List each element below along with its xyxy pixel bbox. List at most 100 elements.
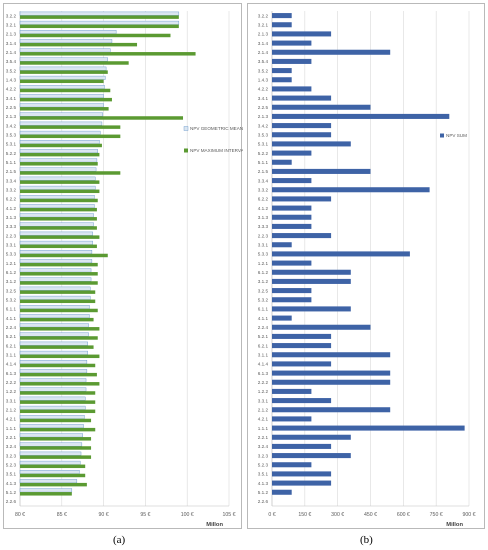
y-category-label: 3.2.4: [6, 444, 17, 449]
y-category-label: 2.2.3: [6, 233, 17, 238]
bar-npv-maximum-interval: [20, 354, 100, 359]
bar-npv-sum: [272, 86, 312, 92]
y-category-label: 2.1.3: [258, 32, 269, 37]
bar-npv-maximum-interval: [20, 61, 129, 65]
x-tick-label: 90 €: [99, 512, 109, 518]
bar-npv-geometric-mean: [19, 433, 83, 438]
y-category-label: 6.1.2: [258, 270, 269, 275]
bar-npv-geometric-mean: [19, 286, 91, 291]
bar-npv-geometric-mean: [19, 259, 93, 264]
bar-npv-maximum-interval: [20, 235, 100, 239]
y-category-label: 3.5.3: [6, 133, 17, 138]
bar-npv-maximum-interval: [20, 125, 121, 129]
y-category-label: 2.2.4: [258, 325, 269, 330]
bar-npv-sum: [272, 31, 332, 37]
y-category-label: 2.2.5: [258, 105, 269, 110]
bar-npv-sum: [272, 480, 332, 486]
y-category-label: 5.2.3: [258, 463, 269, 468]
bar-npv-sum: [272, 251, 410, 257]
bar-npv-sum: [272, 306, 351, 312]
bar-npv-sum: [272, 58, 312, 64]
bar-npv-geometric-mean: [19, 479, 78, 484]
y-category-label: 2.1.5: [258, 169, 269, 174]
bar-npv-geometric-mean: [19, 268, 92, 273]
bar-npv-maximum-interval: [20, 88, 111, 93]
y-category-label: 2.2.3: [258, 233, 269, 238]
x-tick-label: 150 €: [298, 512, 311, 518]
y-category-label: 4.1.4: [6, 362, 17, 367]
x-tick-label: 80 €: [15, 512, 25, 518]
y-category-label: 3.3.3: [258, 224, 269, 229]
bar-npv-geometric-mean: [19, 121, 103, 126]
y-category-label: 4.1.3: [6, 481, 17, 486]
y-category-label: 6.2.1: [258, 343, 269, 348]
bar-npv-sum: [272, 187, 430, 193]
bar-npv-maximum-interval: [20, 391, 96, 395]
bar-npv-sum: [272, 462, 312, 468]
bar-npv-maximum-interval: [20, 171, 121, 175]
bar-npv-sum: [272, 104, 371, 110]
y-category-label: 1.2.2: [6, 389, 17, 394]
bar-npv-sum: [272, 113, 450, 119]
bar-npv-sum: [272, 269, 351, 275]
y-category-label: 3.1.1: [6, 353, 17, 358]
bar-npv-maximum-interval: [20, 180, 100, 184]
bar-npv-sum: [272, 278, 351, 284]
y-category-label: 3.3.1: [6, 243, 17, 248]
bar-npv-maximum-interval: [20, 482, 87, 487]
bar-npv-geometric-mean: [19, 460, 81, 465]
bar-npv-maximum-interval: [20, 253, 108, 258]
bar-npv-maximum-interval: [20, 281, 98, 285]
bar-npv-maximum-interval: [20, 400, 96, 404]
chart-panel-a: 80 € 85 € 90 € 95 € 100 € 105 € Millon 3.2.2 3.2…: [3, 3, 243, 529]
bar-npv-sum: [272, 40, 312, 46]
bar-npv-maximum-interval: [20, 15, 179, 19]
bar-npv-sum: [272, 68, 292, 74]
bar-npv-geometric-mean: [19, 323, 89, 328]
y-category-label: 3.5.3: [258, 133, 269, 138]
x-tick-label: 95 €: [140, 512, 150, 518]
bar-npv-geometric-mean: [19, 240, 93, 245]
y-category-label: 3.2.3: [6, 453, 17, 458]
bar-npv-sum: [272, 233, 332, 239]
bar-npv-sum: [272, 471, 332, 477]
y-category-label: 3.5.4: [6, 59, 17, 64]
y-category-label: 2.2.4: [6, 325, 17, 330]
y-category-label: 3.1.3: [6, 215, 17, 220]
y-category-label: 1.1.1: [258, 426, 269, 431]
y-category-label: 5.3.3: [6, 252, 17, 257]
bar-npv-maximum-interval: [20, 345, 94, 349]
bar-npv-sum: [272, 168, 371, 174]
bar-npv-maximum-interval: [20, 272, 98, 276]
x-tick-label: 105 €: [223, 512, 236, 518]
y-category-label: 3.3.2: [6, 188, 17, 193]
y-category-label: 4.1.1: [258, 316, 269, 321]
bar-npv-geometric-mean: [19, 405, 86, 410]
bar-npv-geometric-mean: [19, 39, 113, 44]
y-category-label: 3.2.4: [258, 444, 269, 449]
y-category-label: 4.1.4: [258, 362, 269, 367]
y-category-label: 1.2.1: [258, 261, 269, 266]
bar-npv-geometric-mean: [19, 176, 96, 181]
chart-b-svg: 0 € 150 € 300 € 450 € 600 € 750 € 900 €Millon 3…: [258, 11, 476, 528]
bar-npv-geometric-mean: [19, 231, 93, 236]
bar-npv-maximum-interval: [20, 437, 92, 441]
bar-npv-maximum-interval: [20, 24, 179, 29]
bar-npv-geometric-mean: [19, 387, 87, 392]
bar-npv-maximum-interval: [20, 134, 121, 139]
bar-npv-sum: [272, 443, 332, 449]
bar-npv-sum: [272, 242, 292, 248]
x-tick-label: 0 €: [268, 512, 275, 518]
bar-npv-sum: [272, 324, 371, 330]
y-category-label: 2.2.2: [258, 380, 269, 385]
y-category-label: 5.2.3: [6, 463, 17, 468]
y-category-label: 2.1.3: [6, 114, 17, 119]
legend-entry: NPV SUM: [446, 133, 467, 138]
y-category-label: 6.1.1: [6, 307, 17, 312]
bar-npv-maximum-interval: [20, 418, 92, 423]
y-category-label: 3.2.2: [6, 13, 17, 18]
bar-npv-maximum-interval: [20, 455, 92, 459]
bar-npv-sum: [272, 489, 292, 495]
y-category-label: 5.2.2: [6, 151, 17, 156]
y-category-label: 6.2.2: [6, 197, 17, 202]
